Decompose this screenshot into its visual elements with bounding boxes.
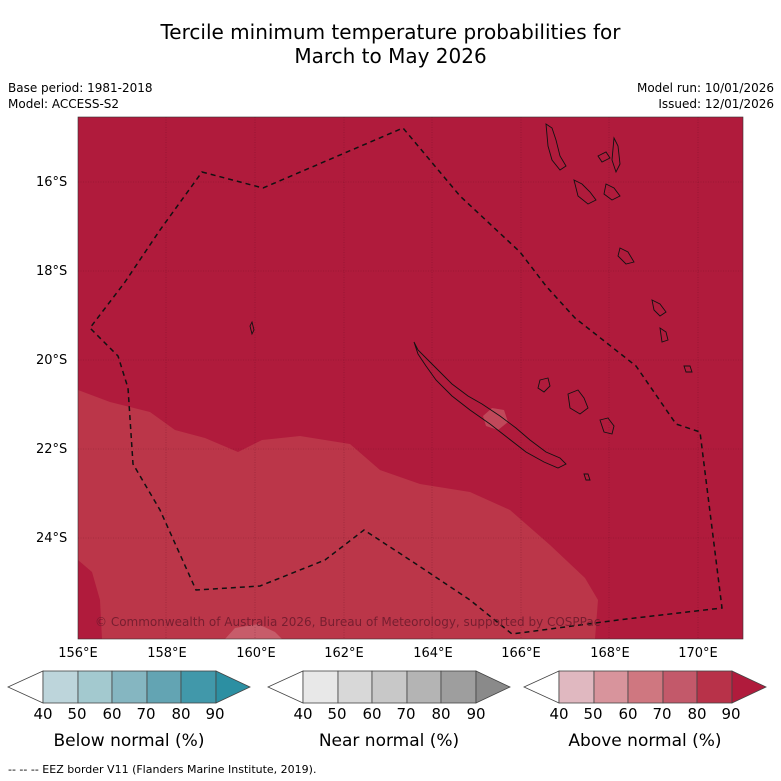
colorbar-below-tick: 60 bbox=[102, 705, 122, 723]
lon-label-170e: 170°E bbox=[678, 646, 718, 661]
colorbar-below-lower-arrow bbox=[7, 670, 44, 704]
probability-field-90-corner bbox=[78, 560, 102, 639]
lon-label-162e: 162°E bbox=[324, 646, 364, 661]
colorbar-below-bin-3 bbox=[111, 670, 148, 704]
colorbar-above-bin-4 bbox=[662, 670, 698, 704]
colorbar-near-tick: 80 bbox=[431, 705, 451, 723]
coastlines bbox=[249, 123, 693, 481]
vanuatu-island-5 bbox=[603, 183, 621, 201]
lat-label-20s: 20°S bbox=[36, 353, 68, 368]
vanuatu-island-2 bbox=[573, 179, 597, 205]
colorbar-near-bin-4 bbox=[406, 670, 442, 704]
loyalty-island-3 bbox=[599, 417, 615, 435]
colorbar-near-tick: 40 bbox=[293, 705, 313, 723]
vanuatu-island-9 bbox=[683, 365, 693, 373]
colorbar-near-tick: 60 bbox=[362, 705, 382, 723]
small-island-south bbox=[583, 473, 591, 481]
colorbar-near-bin-1 bbox=[302, 670, 339, 704]
loyalty-island-1 bbox=[537, 377, 551, 393]
new-caledonia-island bbox=[413, 341, 567, 469]
probability-field-70-island bbox=[483, 408, 508, 430]
colorbar-above-tick: 80 bbox=[687, 705, 707, 723]
colorbar-above-tick: 50 bbox=[583, 705, 603, 723]
lat-label-24s: 24°S bbox=[36, 531, 68, 546]
colorbar-near-bin-3 bbox=[371, 670, 408, 704]
vanuatu-island-8 bbox=[659, 327, 669, 343]
lon-label-160e: 160°E bbox=[236, 646, 276, 661]
lon-label-158e: 158°E bbox=[147, 646, 187, 661]
colorbar-below-bin-4 bbox=[146, 670, 182, 704]
probability-field-80 bbox=[78, 390, 598, 639]
map-title-line1: Tercile minimum temperature probabilitie… bbox=[160, 20, 621, 44]
colorbar-near-upper-arrow bbox=[475, 670, 511, 704]
colorbar-above-lower-arrow bbox=[523, 670, 560, 704]
colorbar-above-bin-1 bbox=[558, 670, 595, 704]
colorbar-above-bin-2 bbox=[593, 670, 629, 704]
colorbar-near-tick: 70 bbox=[396, 705, 416, 723]
probability-field-70 bbox=[225, 624, 282, 639]
colorbar-below-tick: 40 bbox=[33, 705, 53, 723]
model-name: Model: ACCESS-S2 bbox=[8, 97, 120, 111]
colorbar-near-lower-arrow bbox=[267, 670, 304, 704]
colorbar-near-bin-2 bbox=[337, 670, 373, 704]
colorbar-below-tick: 90 bbox=[205, 705, 225, 723]
graticule bbox=[78, 117, 743, 639]
model-run: Model run: 10/01/2026 bbox=[636, 81, 774, 95]
colorbar-above-title: Above normal (%) bbox=[568, 731, 722, 751]
colorbar-above-bin-3 bbox=[627, 670, 664, 704]
colorbar-below-tick: 50 bbox=[67, 705, 87, 723]
eez-footnote: -- -- -- EEZ border V11 (Flanders Marine… bbox=[8, 763, 317, 776]
colorbar-below-upper-arrow bbox=[215, 670, 251, 704]
colorbar-above-upper-arrow bbox=[731, 670, 767, 704]
lat-label-18s: 18°S bbox=[36, 264, 68, 279]
colorbar-near bbox=[267, 670, 511, 704]
colorbar-near-tick: 90 bbox=[466, 705, 486, 723]
lon-label-166e: 166°E bbox=[501, 646, 541, 661]
colorbar-below-title: Below normal (%) bbox=[53, 731, 205, 751]
colorbar-above bbox=[523, 670, 767, 704]
colorbar-near-title: Near normal (%) bbox=[318, 731, 460, 751]
vanuatu-island-4 bbox=[611, 136, 621, 174]
small-island-west bbox=[249, 320, 255, 336]
colorbar-below-bin-2 bbox=[77, 670, 113, 704]
colorbar-near-bin-5 bbox=[440, 670, 477, 704]
copyright-watermark: © Commonwealth of Australia 2026, Bureau… bbox=[95, 615, 600, 629]
colorbar-below-bin-1 bbox=[42, 670, 79, 704]
map-title-line2: March to May 2026 bbox=[294, 44, 487, 68]
colorbar-above-tick: 70 bbox=[652, 705, 672, 723]
map-frame bbox=[77, 116, 744, 640]
colorbar-above-tick: 90 bbox=[721, 705, 741, 723]
vanuatu-island-6 bbox=[617, 247, 635, 265]
eez-border bbox=[89, 127, 723, 635]
base-period: Base period: 1981-2018 bbox=[8, 81, 153, 95]
vanuatu-island-7 bbox=[651, 299, 667, 317]
colorbar-near-tick: 50 bbox=[327, 705, 347, 723]
colorbar-below-bin-5 bbox=[180, 670, 217, 704]
lon-label-164e: 164°E bbox=[413, 646, 453, 661]
vanuatu-island-1 bbox=[545, 123, 567, 171]
colorbar-above-bin-5 bbox=[696, 670, 733, 704]
lat-label-16s: 16°S bbox=[36, 175, 68, 190]
lon-label-156e: 156°E bbox=[58, 646, 98, 661]
colorbar-above-tick: 40 bbox=[549, 705, 569, 723]
issued-date: Issued: 12/01/2026 bbox=[658, 97, 774, 111]
lon-label-168e: 168°E bbox=[590, 646, 630, 661]
colorbar-below-tick: 70 bbox=[136, 705, 156, 723]
lat-label-22s: 22°S bbox=[36, 442, 68, 457]
colorbar-below-tick: 80 bbox=[171, 705, 191, 723]
vanuatu-island-3 bbox=[597, 151, 611, 163]
loyalty-island-2 bbox=[567, 389, 589, 415]
colorbar-below bbox=[7, 670, 251, 704]
colorbar-above-tick: 60 bbox=[618, 705, 638, 723]
